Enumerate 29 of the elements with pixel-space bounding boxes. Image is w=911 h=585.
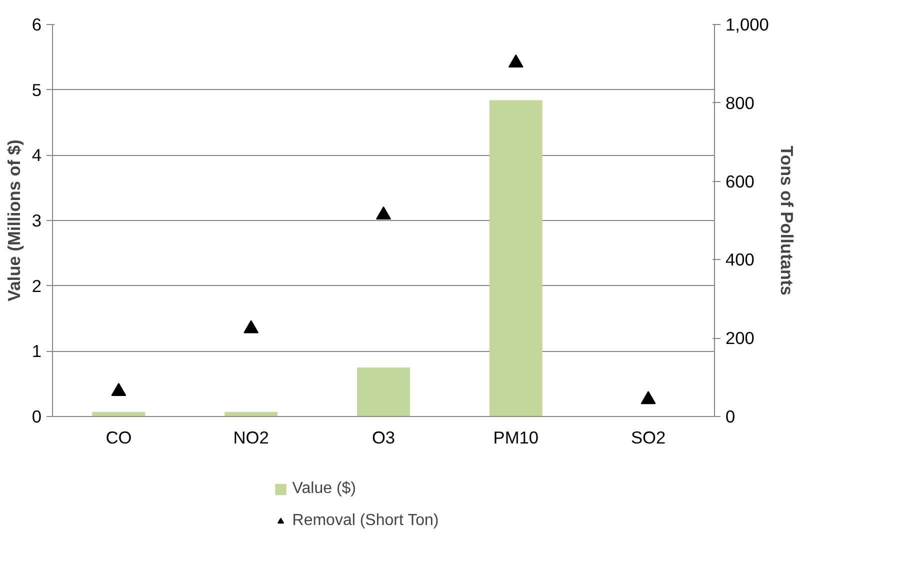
- y-tick-label: 0: [32, 406, 42, 426]
- y-tick-label: 5: [32, 80, 42, 100]
- point: [111, 382, 126, 396]
- y2-axis-title: Tons of Pollutants: [776, 146, 797, 296]
- x-tick-label: CO: [106, 428, 132, 448]
- x-tick-label: SO2: [630, 428, 666, 448]
- x-tick-label: O3: [372, 428, 396, 448]
- y2-tick-label: 200: [726, 328, 754, 348]
- y-tick-label: 1: [32, 341, 42, 362]
- y2-tick-label: 0: [726, 406, 736, 426]
- y-axis-title: Value (Millions of $): [4, 140, 24, 302]
- y-tick-label: 6: [32, 14, 42, 34]
- y2-tick-label: 800: [726, 92, 754, 113]
- y2-tick-label: 400: [726, 250, 754, 270]
- bar: [489, 100, 542, 416]
- point: [640, 391, 656, 404]
- y2-tick-label: 600: [726, 171, 754, 192]
- x-tick-label: PM10: [493, 428, 539, 448]
- point: [376, 206, 391, 220]
- y2-tick-label: 1,000: [726, 14, 769, 34]
- y-tick-label: 2: [32, 276, 42, 296]
- bar: [357, 368, 410, 416]
- point: [244, 320, 259, 334]
- legend-label: Value ($): [292, 480, 356, 498]
- x-tick-label: NO2: [233, 428, 269, 448]
- point: [508, 54, 524, 68]
- y-tick-label: 3: [32, 210, 42, 230]
- y-tick-label: 4: [32, 145, 42, 166]
- legend-label: Removal (Short Ton): [292, 512, 439, 530]
